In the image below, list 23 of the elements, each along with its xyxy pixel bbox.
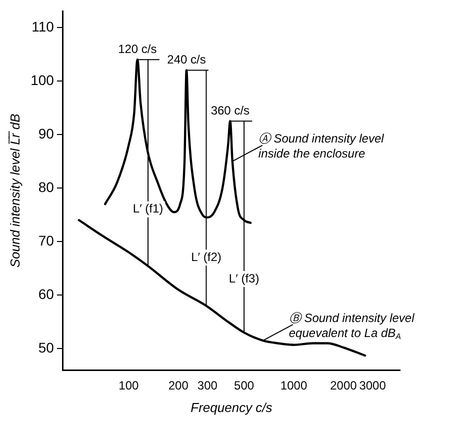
y-tick-label: 90 — [38, 125, 54, 142]
x-tick-label: 2000 — [330, 378, 358, 393]
x-axis-title: Frequency c/s — [190, 400, 273, 415]
annotation: 240 c/s — [167, 52, 206, 67]
annotation: 360 c/s — [210, 103, 250, 118]
x-tick-label: 200 — [168, 378, 189, 393]
annotation: 120 c/s — [118, 42, 157, 56]
annotation: L′ (f2) — [191, 250, 222, 264]
x-tick-label: 500 — [234, 378, 254, 393]
y-tick-label: 110 — [32, 18, 54, 34]
x-tick-label: 3000 — [359, 378, 386, 393]
y-tick-label: 80 — [38, 178, 54, 195]
x-tick-label: 1000 — [280, 378, 308, 393]
x-tick-label: 300 — [197, 378, 218, 393]
y-tick-label: 100 — [30, 72, 54, 88]
x-tick-label: 100 — [118, 378, 139, 393]
y-axis-title: Sound intensity level L̅r̅ dB — [7, 113, 22, 268]
annotation: L′ (f1) — [132, 202, 164, 216]
y-tick-label: 60 — [38, 286, 54, 302]
annotation: L′ (f3) — [228, 271, 260, 286]
y-tick-label: 50 — [38, 339, 54, 356]
y-tick-label: 70 — [38, 232, 54, 248]
annotation: Ⓐ Sound intensity level inside the enclosure — [258, 132, 384, 161]
